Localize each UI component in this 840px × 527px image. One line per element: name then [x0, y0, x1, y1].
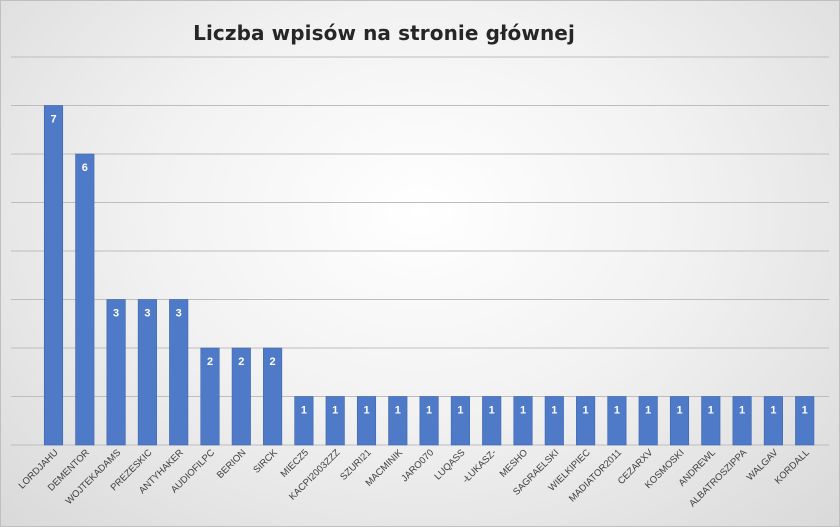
bar	[732, 396, 752, 446]
data-label: 3	[144, 308, 150, 320]
bar	[43, 105, 64, 446]
data-label: 1	[426, 405, 432, 417]
data-label: 2	[207, 356, 213, 368]
data-label: 6	[82, 162, 88, 174]
data-label: 1	[739, 405, 745, 417]
data-label: 1	[457, 405, 463, 417]
data-label: 2	[270, 356, 276, 368]
data-label: 1	[363, 405, 369, 417]
data-label: 3	[113, 308, 119, 320]
bar	[513, 396, 533, 446]
data-label: 1	[802, 405, 808, 417]
bar	[200, 347, 220, 446]
bar	[137, 299, 157, 446]
data-label: 1	[301, 405, 307, 417]
data-label: 1	[332, 405, 338, 417]
data-label: 1	[489, 405, 495, 417]
data-label: 1	[583, 405, 589, 417]
bar	[701, 396, 721, 446]
bar	[607, 396, 627, 446]
bar	[388, 396, 408, 446]
bar	[169, 299, 189, 446]
bar	[482, 396, 502, 446]
bar	[763, 396, 783, 446]
bar	[669, 396, 690, 446]
bar	[544, 396, 564, 446]
bar	[638, 396, 658, 446]
chart-title: Liczba wpisów na stronie głównej	[193, 21, 575, 45]
data-label: 3	[176, 308, 182, 320]
bar	[231, 347, 251, 446]
data-label: 1	[708, 405, 714, 417]
data-label: 1	[645, 405, 651, 417]
x-tick-label: BERION	[215, 447, 249, 481]
bar	[356, 396, 377, 446]
x-tick-label: ALBATROSZIPPA	[687, 447, 749, 509]
data-label: 1	[551, 405, 557, 417]
data-label: 7	[50, 114, 56, 126]
x-tick-label: WOJTEKADAMS	[64, 447, 124, 507]
data-label: 1	[520, 405, 526, 417]
bar	[795, 396, 815, 446]
bar	[106, 299, 126, 446]
bar	[576, 396, 596, 446]
data-label: 1	[614, 405, 620, 417]
x-tick-label: JARO070	[399, 447, 436, 484]
bar	[75, 153, 95, 446]
data-label: 1	[395, 405, 401, 417]
data-label: 1	[770, 405, 776, 417]
x-tick-label: SIRCK	[251, 447, 280, 476]
data-label: 1	[676, 405, 682, 417]
x-tick-label: -ŁUKASZ-	[460, 447, 498, 485]
bar	[325, 396, 345, 446]
bar	[450, 396, 470, 446]
bar	[294, 396, 314, 446]
bar	[263, 347, 283, 446]
data-label: 2	[238, 356, 244, 368]
bar	[419, 396, 439, 446]
